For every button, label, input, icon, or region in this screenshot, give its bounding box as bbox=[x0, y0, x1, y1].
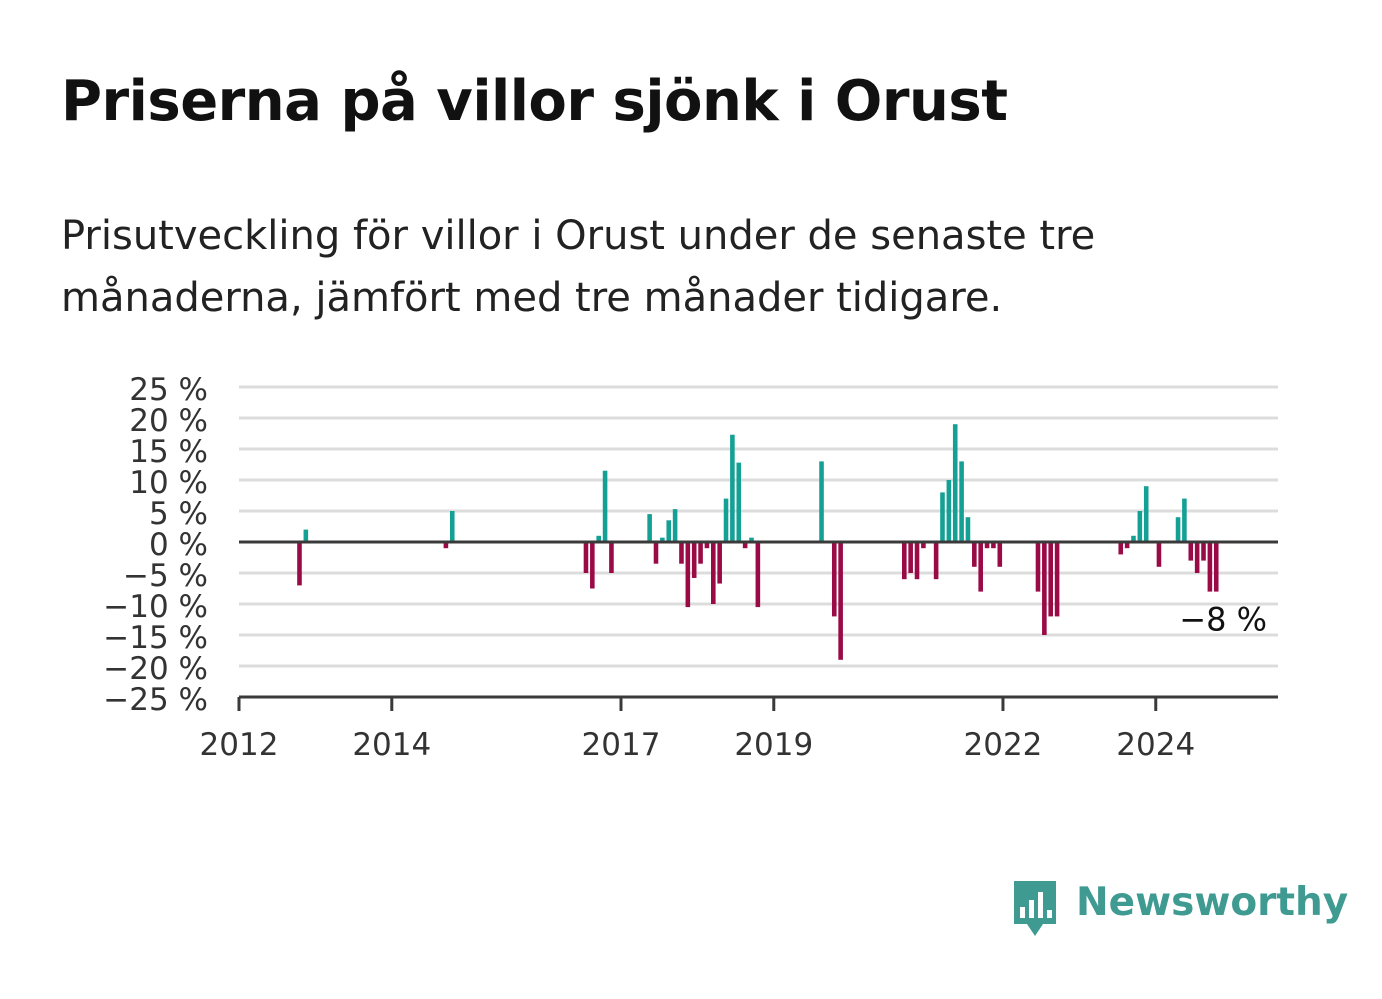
bar-negative bbox=[590, 542, 595, 589]
y-tick-label: −5 % bbox=[123, 558, 208, 594]
bar-negative bbox=[1035, 542, 1041, 592]
bar-negative bbox=[704, 542, 710, 549]
bar-negative bbox=[1207, 542, 1213, 592]
bar-negative bbox=[691, 542, 697, 578]
bar-negative bbox=[583, 542, 589, 573]
bar-positive bbox=[1131, 535, 1136, 542]
y-tick-label: 10 % bbox=[129, 465, 208, 501]
bar-negative bbox=[653, 542, 659, 564]
y-tick-label: 15 % bbox=[129, 434, 208, 470]
bar-negative bbox=[297, 542, 302, 586]
y-tick-label: −15 % bbox=[103, 620, 208, 656]
bar-positive bbox=[666, 520, 672, 542]
bar-negative bbox=[991, 542, 996, 549]
y-tick-label: 25 % bbox=[129, 372, 208, 408]
bar-negative bbox=[742, 542, 748, 549]
bar-negative bbox=[1042, 542, 1047, 635]
bar-positive bbox=[946, 480, 952, 542]
bar-negative bbox=[984, 542, 990, 549]
bar-positive bbox=[819, 461, 824, 542]
chart-title: Priserna på villor sjönk i Orust bbox=[61, 69, 1008, 134]
bar-negative bbox=[978, 542, 983, 592]
bar-positive bbox=[959, 461, 964, 542]
y-tick-label: 5 % bbox=[149, 496, 208, 532]
y-tick-label: −25 % bbox=[103, 682, 208, 718]
y-axis-labels: 25 %20 %15 %10 %5 %0 %−5 %−10 %−15 %−20 … bbox=[103, 372, 208, 718]
bar-negative bbox=[1118, 542, 1124, 555]
bar-positive bbox=[1182, 498, 1187, 542]
y-tick-label: 0 % bbox=[149, 527, 208, 563]
bar-positive bbox=[1175, 517, 1181, 542]
bar-negative bbox=[1054, 542, 1060, 617]
bar-positive bbox=[660, 537, 665, 542]
bar-negative bbox=[921, 542, 926, 549]
bar-chart: 25 %20 %15 %10 %5 %0 %−5 %−10 %−15 %−20 … bbox=[103, 372, 1278, 763]
bar-positive bbox=[952, 424, 958, 542]
bar-negative bbox=[679, 542, 684, 564]
bar-negative bbox=[914, 542, 920, 580]
bar-positive bbox=[965, 517, 971, 542]
x-tick-label: 2019 bbox=[734, 727, 813, 763]
x-axis-labels: 2012 2014 2017 2019 2022 2024 bbox=[200, 727, 1196, 763]
bar-positive bbox=[736, 462, 742, 542]
x-tick-label: 2014 bbox=[352, 727, 431, 763]
newsworthy-logo-text: Newsworthy bbox=[1076, 880, 1349, 925]
bar-positive bbox=[1143, 486, 1149, 542]
bar-negative bbox=[698, 542, 703, 564]
newsworthy-logo-icon bbox=[1014, 881, 1056, 936]
y-tick-label: 20 % bbox=[129, 403, 208, 439]
bar-positive bbox=[647, 514, 652, 542]
bar-positive bbox=[940, 492, 945, 542]
bar-negative bbox=[933, 542, 939, 580]
bar-positive bbox=[672, 509, 678, 542]
bar-positive bbox=[596, 535, 601, 542]
bar-negative bbox=[1188, 542, 1194, 561]
bar-negative bbox=[1194, 542, 1200, 573]
bar-positive bbox=[723, 498, 729, 542]
bar-negative bbox=[972, 542, 977, 567]
bar-negative bbox=[609, 542, 614, 573]
bar-negative bbox=[831, 542, 837, 617]
bar-positive bbox=[303, 529, 309, 542]
bar-positive bbox=[602, 470, 608, 542]
bar-negative bbox=[901, 542, 907, 580]
x-tick-label: 2017 bbox=[582, 727, 661, 763]
y-tick-label: −10 % bbox=[103, 589, 208, 625]
bar-negative bbox=[997, 542, 1003, 567]
bar-negative bbox=[1201, 542, 1206, 561]
bar-positive bbox=[1137, 511, 1143, 542]
bar-negative bbox=[1124, 542, 1130, 549]
bar-negative bbox=[1048, 542, 1054, 617]
last-value-label: −8 % bbox=[1179, 601, 1267, 639]
axes bbox=[237, 540, 1278, 711]
bar-negative bbox=[711, 542, 716, 604]
newsworthy-logo: Newsworthy bbox=[1010, 878, 1348, 942]
bar-negative bbox=[908, 542, 913, 573]
x-tick-label: 2024 bbox=[1116, 727, 1195, 763]
bar-negative bbox=[755, 542, 761, 608]
bar-negative bbox=[685, 542, 691, 608]
bar-positive bbox=[749, 537, 754, 542]
bar-negative bbox=[838, 542, 843, 660]
chart-subtitle: Prisutveckling för villor i Orust under … bbox=[61, 213, 1096, 321]
bar-negative bbox=[443, 542, 449, 549]
bar-positive bbox=[730, 434, 735, 542]
bar-negative bbox=[1156, 542, 1162, 567]
bar-positive bbox=[449, 511, 455, 542]
y-tick-label: −20 % bbox=[103, 651, 208, 687]
x-tick-label: 2022 bbox=[964, 727, 1043, 763]
gridlines bbox=[239, 385, 1278, 668]
annotations: −8 % bbox=[1179, 601, 1267, 639]
bars bbox=[297, 424, 1219, 660]
bar-negative bbox=[1213, 542, 1219, 592]
bar-negative bbox=[717, 542, 722, 584]
x-tick-label: 2012 bbox=[200, 727, 279, 763]
